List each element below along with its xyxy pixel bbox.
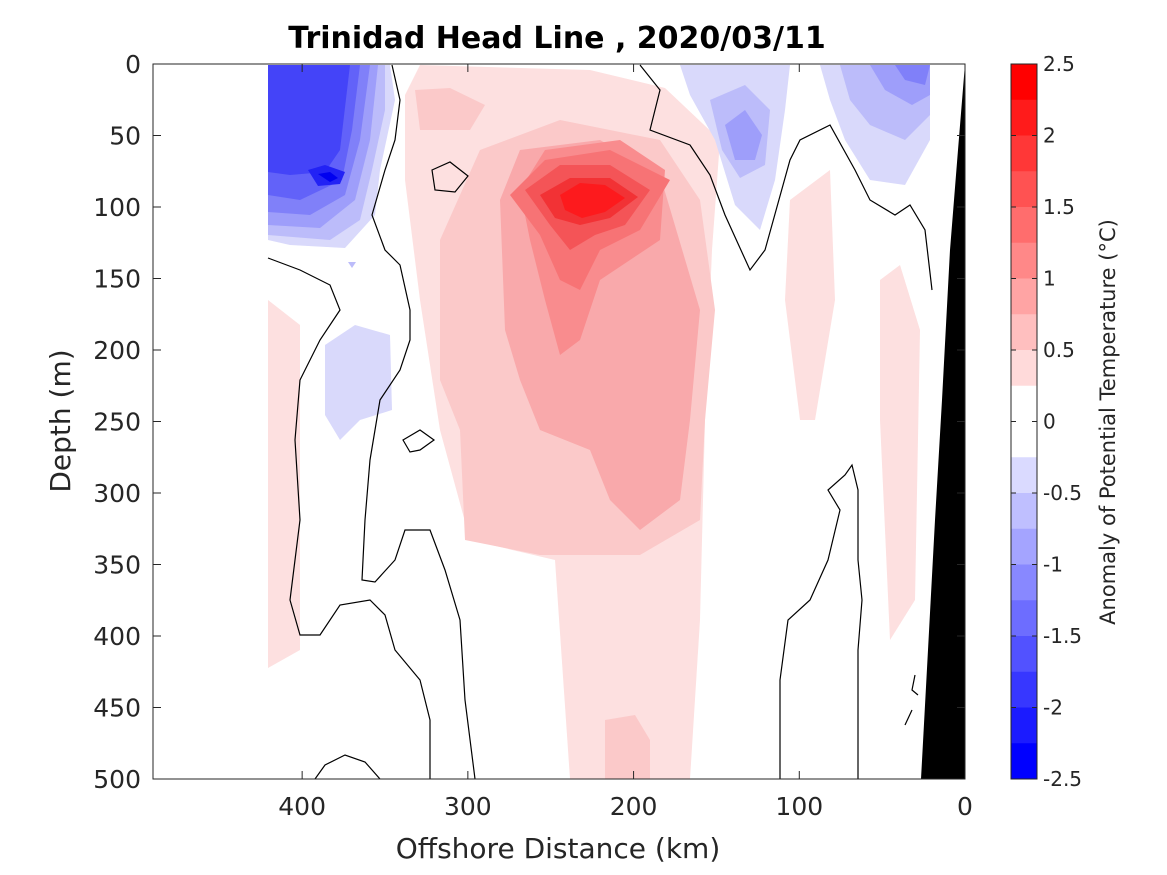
zero-contours xyxy=(267,64,933,779)
y-tick-label: 0 xyxy=(125,50,141,79)
y-tick-label: 50 xyxy=(109,122,141,151)
x-tick-label: 200 xyxy=(610,792,658,821)
colorbar-tick-label: 2 xyxy=(1043,124,1056,148)
colorbar-tick-label: 1 xyxy=(1043,267,1056,291)
colorbar-segment xyxy=(1011,207,1037,244)
colorbar-segment xyxy=(1011,64,1037,101)
colorbar-segment xyxy=(1011,385,1037,422)
colorbar: 2.5 2 1.5 1 0.5 0 -0.5 -1 -1.5 -2 -2.5 xyxy=(1010,52,1082,791)
colorbar-tick-label: 2.5 xyxy=(1043,52,1075,76)
x-tick-label: 100 xyxy=(775,792,823,821)
colorbar-segment xyxy=(1011,242,1037,279)
x-axis-label: Offshore Distance (km) xyxy=(396,832,721,865)
y-tick-label: 500 xyxy=(93,765,141,794)
colorbar-segment xyxy=(1011,600,1037,637)
y-tick-label: 300 xyxy=(93,479,141,508)
colorbar-segment xyxy=(1011,350,1037,387)
colorbar-tick-label: 1.5 xyxy=(1043,195,1075,219)
colorbar-segment xyxy=(1011,743,1037,780)
y-axis: 0 50 100 150 200 250 300 350 400 450 500 xyxy=(93,50,965,794)
colorbar-label: Anomaly of Potential Temperature (°C) xyxy=(1096,219,1120,625)
colorbar-segment xyxy=(1011,314,1037,351)
colorbar-tick-label: 0.5 xyxy=(1043,338,1075,362)
colorbar-segment xyxy=(1011,457,1037,494)
colorbar-segment xyxy=(1011,421,1037,458)
colorbar-segment xyxy=(1011,171,1037,208)
bathymetry xyxy=(921,64,965,779)
y-tick-label: 250 xyxy=(93,408,141,437)
y-tick-label: 150 xyxy=(93,265,141,294)
y-axis-label: Depth (m) xyxy=(44,349,77,492)
colorbar-segment xyxy=(1011,278,1037,315)
colorbar-segment xyxy=(1011,564,1037,601)
x-tick-label: 300 xyxy=(444,792,492,821)
colorbar-segment xyxy=(1011,528,1037,565)
colorbar-tick-label: -1 xyxy=(1043,553,1063,577)
y-tick-label: 450 xyxy=(93,694,141,723)
x-axis: 400 300 200 100 0 xyxy=(278,64,973,821)
x-tick-label: 0 xyxy=(957,792,973,821)
colorbar-tick-label: 0 xyxy=(1043,410,1056,434)
y-tick-label: 200 xyxy=(93,336,141,365)
x-tick-label: 400 xyxy=(278,792,326,821)
y-tick-label: 350 xyxy=(93,551,141,580)
y-tick-label: 400 xyxy=(93,622,141,651)
colorbar-tick-label: -0.5 xyxy=(1043,481,1082,505)
colorbar-segment xyxy=(1011,707,1037,744)
y-tick-label: 100 xyxy=(93,193,141,222)
colorbar-tick-label: -2 xyxy=(1043,696,1063,720)
chart-title: Trinidad Head Line , 2020/03/11 xyxy=(288,21,825,56)
colorbar-segment xyxy=(1011,671,1037,708)
anomaly-field xyxy=(267,64,933,779)
colorbar-segment xyxy=(1011,493,1037,530)
colorbar-segment xyxy=(1011,636,1037,673)
colorbar-tick-label: -1.5 xyxy=(1043,624,1082,648)
colorbar-segment xyxy=(1011,135,1037,172)
colorbar-tick-label: -2.5 xyxy=(1043,767,1082,791)
colorbar-segment xyxy=(1011,99,1037,136)
